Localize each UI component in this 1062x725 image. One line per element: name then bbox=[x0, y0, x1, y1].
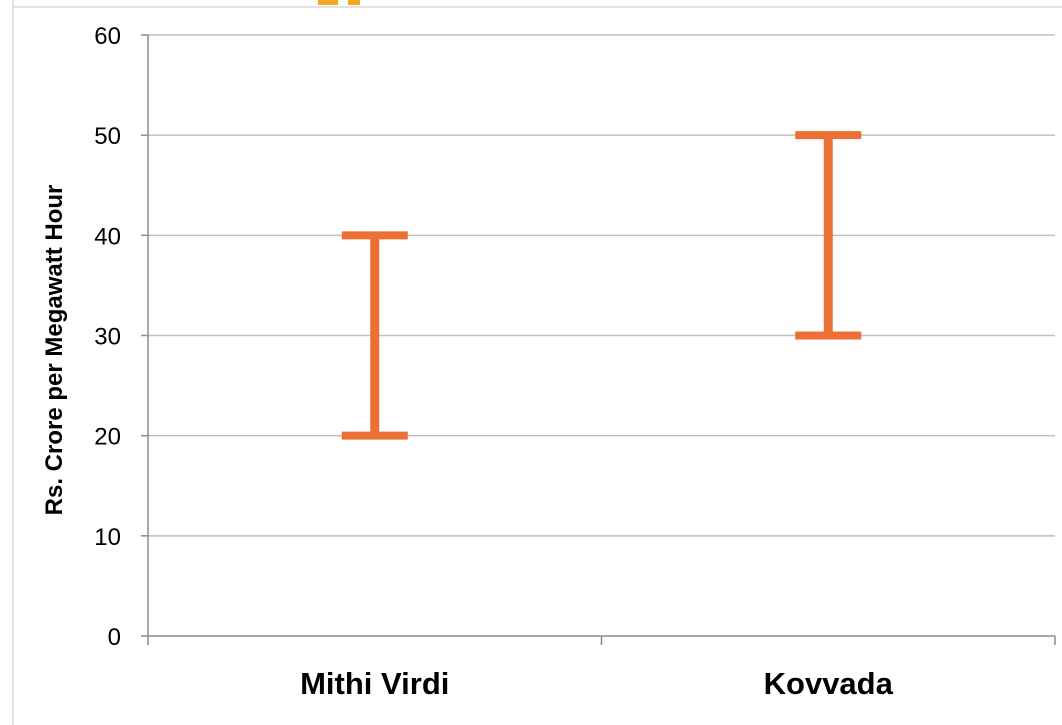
range-bar bbox=[341, 231, 408, 440]
x-category-labels: Mithi Virdi Kovvada bbox=[300, 666, 893, 701]
y-tick-label: 10 bbox=[94, 524, 121, 551]
y-tick-label: 40 bbox=[94, 223, 121, 250]
y-tick-label: 0 bbox=[108, 624, 121, 651]
y-tick-label: 30 bbox=[94, 324, 121, 351]
title-fragment-2 bbox=[348, 0, 360, 5]
y-tick-label: 20 bbox=[94, 424, 121, 451]
range-bars bbox=[341, 131, 862, 440]
y-axis-title: Rs. Crore per Megawatt Hour bbox=[41, 185, 68, 516]
x-category-label: Kovvada bbox=[764, 666, 894, 701]
y-tick-label: 60 bbox=[94, 23, 121, 50]
title-fragment-1 bbox=[318, 0, 338, 5]
gridlines bbox=[148, 34, 1055, 537]
range-bar bbox=[795, 131, 862, 340]
y-tick-label: 50 bbox=[94, 123, 121, 150]
axes bbox=[141, 34, 1056, 645]
x-category-label: Mithi Virdi bbox=[300, 666, 449, 701]
y-tick-labels: 0 10 20 30 40 50 60 bbox=[94, 23, 121, 651]
